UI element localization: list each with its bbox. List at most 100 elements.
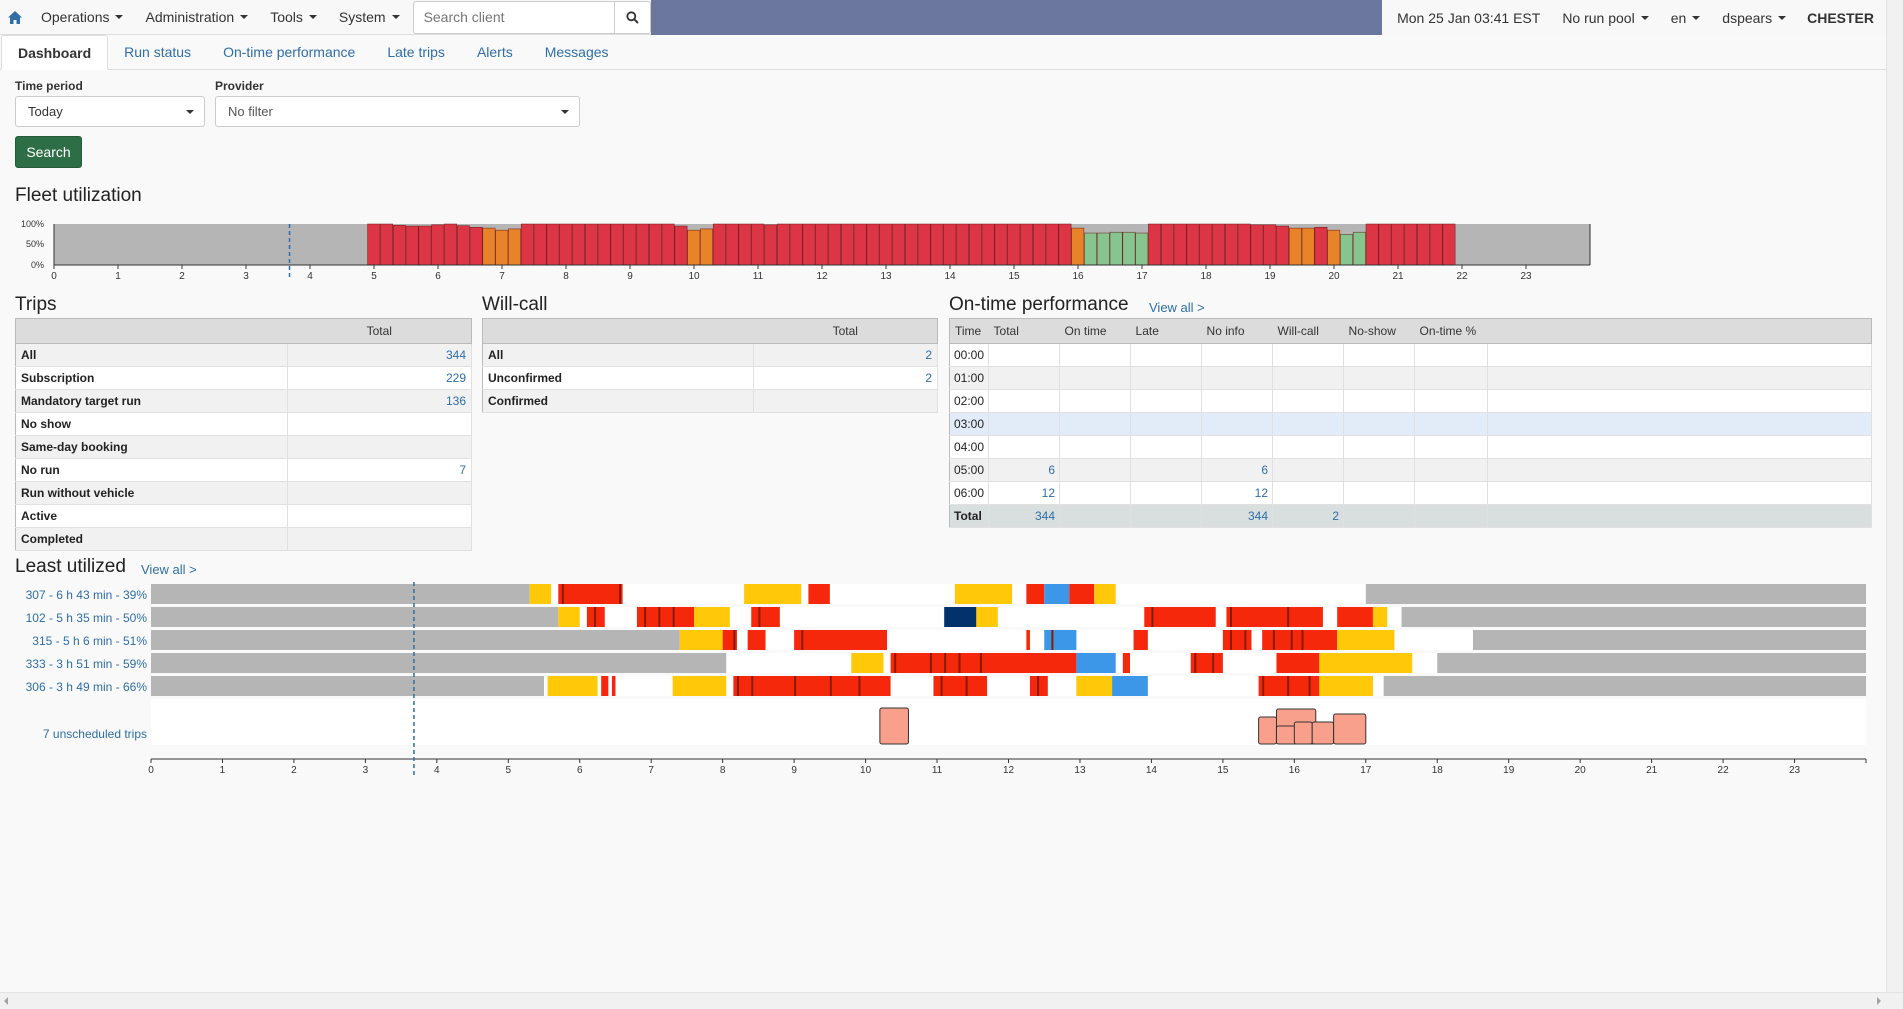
unscheduled-trip[interactable] (1293, 721, 1313, 745)
tab-messages[interactable]: Messages (544, 44, 609, 60)
trip-segment[interactable] (1337, 630, 1395, 650)
otp-value-cell[interactable] (1272, 412, 1345, 436)
trip-segment[interactable] (1069, 584, 1095, 604)
otp-value-cell[interactable] (1059, 412, 1132, 436)
scroll-right-icon[interactable] (1877, 997, 1881, 1005)
otp-value-cell[interactable] (1414, 343, 1489, 367)
trip-segment[interactable] (1276, 653, 1320, 673)
will-call-row-value[interactable] (753, 389, 938, 413)
trip-segment[interactable] (1337, 607, 1373, 627)
run-link[interactable]: 307 - 6 h 43 min - 39% (25, 588, 147, 602)
trip-segment[interactable] (1076, 653, 1116, 673)
horizontal-scrollbar[interactable] (0, 992, 1903, 1009)
trip-segment[interactable] (558, 584, 623, 604)
time-period-select[interactable]: Today (15, 96, 205, 127)
otp-value-cell[interactable] (1414, 412, 1489, 436)
trip-segment[interactable] (1094, 584, 1116, 604)
otp-value-cell[interactable]: 12 (988, 481, 1061, 505)
otp-value-cell[interactable] (1343, 435, 1416, 459)
tab-late-trips[interactable]: Late trips (387, 44, 445, 60)
unscheduled-trip[interactable] (1258, 716, 1277, 745)
trip-segment[interactable] (611, 676, 616, 696)
unscheduled-trip[interactable] (879, 707, 909, 745)
tab-dashboard[interactable]: Dashboard (1, 35, 109, 70)
otp-value-cell[interactable] (1059, 389, 1132, 413)
otp-value-cell[interactable] (1343, 343, 1416, 367)
trip-segment[interactable] (1226, 607, 1323, 627)
otp-value-cell[interactable] (1130, 389, 1203, 413)
unscheduled-trip[interactable] (1311, 721, 1335, 745)
trip-segment[interactable] (547, 676, 598, 696)
menu-operations[interactable]: Operations (30, 0, 134, 35)
trip-segment[interactable] (694, 607, 730, 627)
otp-value-cell[interactable] (1130, 481, 1203, 505)
otp-value-cell[interactable] (1201, 366, 1274, 390)
otp-value-cell[interactable] (1059, 366, 1132, 390)
otp-value-cell[interactable] (1343, 412, 1416, 436)
trip-segment[interactable] (1144, 607, 1216, 627)
otp-value-cell[interactable] (1272, 481, 1345, 505)
otp-value-cell[interactable] (1343, 389, 1416, 413)
otp-value-cell[interactable] (1272, 389, 1345, 413)
trip-segment[interactable] (679, 630, 723, 650)
trip-segment[interactable] (672, 676, 727, 696)
trip-segment[interactable] (1319, 676, 1373, 696)
otp-value-cell[interactable] (1343, 458, 1416, 482)
user-dropdown[interactable]: dspears (1711, 0, 1797, 35)
trips-row-value[interactable]: 7 (287, 458, 472, 482)
trip-segment[interactable] (1222, 630, 1252, 650)
otp-value-cell[interactable] (1059, 481, 1132, 505)
trip-segment[interactable] (1262, 630, 1338, 650)
menu-system[interactable]: System (328, 0, 411, 35)
otp-value-cell[interactable]: 12 (1201, 481, 1274, 505)
otp-value-cell[interactable] (988, 435, 1061, 459)
otp-value-cell[interactable] (988, 389, 1061, 413)
otp-value-cell[interactable] (1201, 435, 1274, 459)
otp-value-cell[interactable] (1343, 366, 1416, 390)
otp-value-cell[interactable] (1130, 343, 1203, 367)
unscheduled-trips-link[interactable]: 7 unscheduled trips (42, 727, 147, 741)
otp-value-cell[interactable] (1272, 435, 1345, 459)
otp-value-cell[interactable] (1201, 389, 1274, 413)
tab-run-status[interactable]: Run status (124, 44, 192, 60)
trip-segment[interactable] (1190, 653, 1223, 673)
language-dropdown[interactable]: en (1660, 0, 1712, 35)
otp-value-cell[interactable] (1414, 481, 1489, 505)
search-submit-button[interactable]: Search (15, 136, 82, 168)
otp-value-cell[interactable] (1414, 458, 1489, 482)
otp-value-cell[interactable] (988, 412, 1061, 436)
trips-row-value[interactable] (287, 412, 472, 436)
otp-value-cell[interactable] (1059, 343, 1132, 367)
trip-segment[interactable] (751, 607, 780, 627)
provider-select[interactable]: No filter (215, 96, 580, 127)
trip-segment[interactable] (794, 630, 888, 650)
otp-value-cell[interactable] (1130, 412, 1203, 436)
trip-segment[interactable] (1076, 676, 1113, 696)
trip-segment[interactable] (1044, 584, 1070, 604)
run-link[interactable]: 306 - 3 h 49 min - 66% (25, 680, 147, 694)
trip-segment[interactable] (733, 676, 891, 696)
trip-segment[interactable] (808, 584, 830, 604)
search-button[interactable] (614, 0, 651, 34)
otp-value-cell[interactable] (1414, 504, 1489, 528)
trips-row-value[interactable]: 344 (287, 343, 472, 367)
otp-value-cell[interactable] (1130, 504, 1203, 528)
otp-value-cell[interactable] (1343, 504, 1416, 528)
otp-value-cell[interactable] (1414, 366, 1489, 390)
trip-segment[interactable] (1044, 630, 1077, 650)
otp-value-cell[interactable]: 6 (1201, 458, 1274, 482)
otp-value-cell[interactable] (1414, 389, 1489, 413)
least-utilized-view-all-link[interactable]: View all > (141, 562, 197, 577)
otp-value-cell[interactable] (1201, 343, 1274, 367)
otp-value-cell[interactable] (1272, 458, 1345, 482)
otp-value-cell[interactable] (1130, 458, 1203, 482)
trip-segment[interactable] (1026, 584, 1045, 604)
tab-on-time-performance[interactable]: On-time performance (223, 44, 356, 60)
trip-segment[interactable] (1133, 630, 1148, 650)
trip-segment[interactable] (636, 607, 695, 627)
otp-value-cell[interactable]: 6 (988, 458, 1061, 482)
trip-segment[interactable] (976, 607, 998, 627)
menu-tools[interactable]: Tools (259, 0, 328, 35)
trip-segment[interactable] (744, 584, 802, 604)
otp-view-all-link[interactable]: View all > (1149, 300, 1205, 315)
